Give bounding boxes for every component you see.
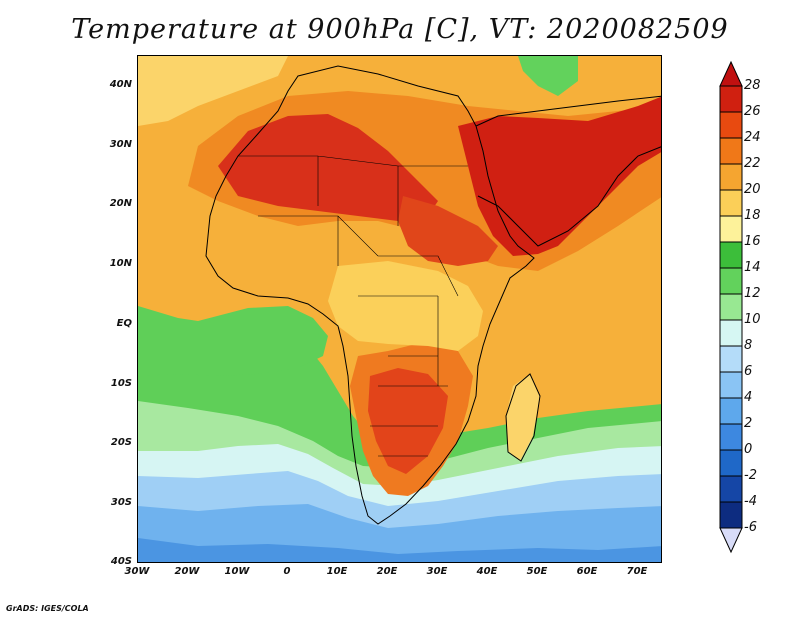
colorbar-tick-label: 0 (744, 442, 753, 457)
lon-label: 60E (576, 566, 598, 577)
field-east-africa-yellow (328, 261, 483, 351)
field-sahara-red (218, 114, 438, 221)
temperature-map (137, 55, 662, 563)
colorbar-segment (719, 85, 743, 113)
colorbar-segment (719, 371, 743, 399)
colorbar-segment (719, 319, 743, 347)
colorbar-segment (719, 137, 743, 165)
lat-label: 20S (110, 437, 132, 448)
colorbar-tick-label: 28 (744, 78, 761, 93)
colorbar-tick-label: 4 (744, 390, 753, 405)
field-central-red (398, 196, 498, 266)
colorbar (719, 60, 743, 554)
lat-label: 10N (109, 258, 132, 269)
colorbar-tick-label: 12 (744, 286, 761, 301)
colorbar-bottom-arrow (719, 527, 743, 554)
field-atlantic-green (138, 306, 328, 376)
lat-label: EQ (116, 318, 132, 329)
chart-title: Temperature at 900hPa [C], VT: 202008250… (71, 14, 729, 45)
colorbar-segment (719, 189, 743, 217)
colorbar-top-arrow (719, 60, 743, 87)
field-southern-africa-red (368, 368, 448, 474)
colorbar-segment (719, 475, 743, 503)
colorbar-segment (719, 423, 743, 451)
coastline-arabia (475, 95, 661, 247)
colorbar-tick-label: 18 (744, 208, 761, 223)
field-madagascar (506, 374, 540, 461)
colorbar-tick-label: 26 (744, 104, 761, 119)
colorbar-segment (719, 449, 743, 477)
lon-label: 10E (326, 566, 348, 577)
colorbar-tick-label: -6 (744, 520, 757, 535)
lat-label: 30N (109, 139, 132, 150)
lon-label: 30E (426, 566, 448, 577)
footer-credit: GrADS: IGES/COLA (6, 604, 89, 613)
colorbar-tick-label: 8 (744, 338, 753, 353)
colorbar-tick-label: 22 (744, 156, 761, 171)
lon-label: 30W (124, 566, 150, 577)
lon-label: 20E (376, 566, 398, 577)
field-north-yellow (138, 56, 288, 126)
country-borders (238, 155, 468, 457)
field-south-band-deep-blue (138, 538, 661, 562)
colorbar-segment (719, 293, 743, 321)
coastline-madagascar (505, 373, 541, 462)
colorbar-tick-label: 24 (744, 130, 761, 145)
lon-label: 10W (224, 566, 250, 577)
colorbar-segment (719, 111, 743, 139)
lat-label: 20N (109, 198, 132, 209)
colorbar-segment (719, 345, 743, 373)
coastline-africa (205, 65, 535, 525)
colorbar-segment (719, 501, 743, 529)
colorbar-segment (719, 241, 743, 269)
lon-label: 70E (626, 566, 648, 577)
lon-label: 0 (283, 566, 291, 577)
lat-label: 40N (109, 79, 132, 90)
colorbar-segment (719, 397, 743, 425)
lat-label: 10S (110, 378, 132, 389)
field-north-green (518, 56, 578, 96)
lat-label: 30S (110, 497, 132, 508)
lon-label: 40E (476, 566, 498, 577)
colorbar-tick-label: 14 (744, 260, 761, 275)
colorbar-tick-label: -4 (744, 494, 757, 509)
colorbar-tick-label: 20 (744, 182, 761, 197)
colorbar-tick-label: 16 (744, 234, 761, 249)
colorbar-tick-label: -2 (744, 468, 757, 483)
colorbar-tick-label: 10 (744, 312, 761, 327)
lon-label: 20W (174, 566, 200, 577)
colorbar-segment (719, 215, 743, 243)
lon-label: 50E (526, 566, 548, 577)
colorbar-tick-label: 2 (744, 416, 753, 431)
colorbar-segment (719, 163, 743, 191)
colorbar-tick-label: 6 (744, 364, 753, 379)
lat-label: 40S (110, 556, 132, 567)
colorbar-segment (719, 267, 743, 295)
